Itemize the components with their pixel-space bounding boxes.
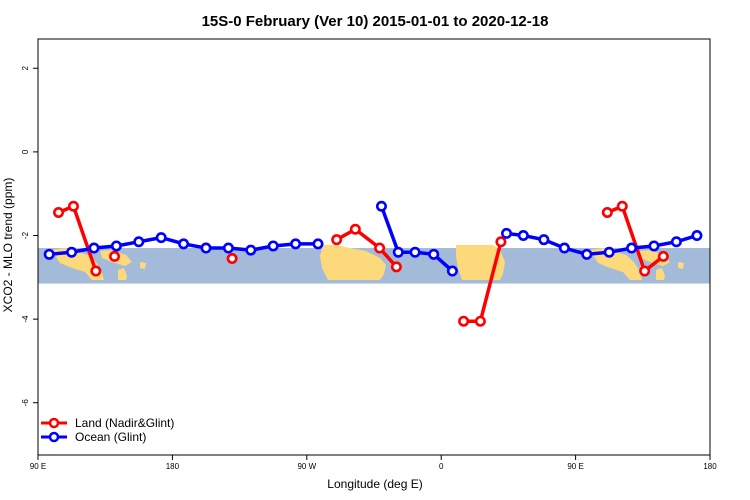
ocean-data-point [43,248,55,260]
ocean-data-point [245,244,257,256]
ocean-data-point [155,232,167,244]
land-series-line [335,227,398,269]
legend-land-marker [48,417,60,429]
ocean-data-point [312,238,324,250]
ocean-data-point [178,238,190,250]
land-australia-right [590,248,642,280]
ocean-data-point [222,242,234,254]
y-tick-label: -2 [21,231,30,239]
ocean-data-point [538,234,550,246]
land-data-point [601,207,613,219]
legend: Land (Nadir&Glint) Ocean (Glint) [41,416,174,444]
land-data-point [53,207,65,219]
ocean-data-point [110,240,122,252]
ocean-data-point [200,242,212,254]
land-data-point [109,250,121,262]
ocean-data-point [691,230,703,242]
ocean-data-point [267,240,279,252]
land-data-point [657,250,669,262]
x-tick-label: 90 W [297,462,316,471]
y-tick-label: -4 [21,315,30,323]
ocean-data-point [409,246,421,258]
ocean-data-point [648,240,660,252]
land-data-point [616,200,628,212]
y-tick-label: -6 [21,399,30,407]
land-data-point [331,234,343,246]
land-data-point [639,265,651,277]
land-data-point [349,223,361,235]
ocean-data-point [446,265,458,277]
series-layer [43,200,703,327]
legend-land-label: Land (Nadir&Glint) [75,416,174,430]
chart-title: 15S-0 February (Ver 10) 2015-01-01 to 20… [202,13,549,30]
plot-frame [37,38,711,456]
ocean-data-point [133,236,145,248]
land-data-point [495,236,507,248]
land-data-point [67,200,79,212]
land-data-point [390,261,402,273]
land-data-point [90,265,102,277]
ocean-data-point [558,242,570,254]
ocean-data-point [626,242,638,254]
land-islands [118,262,146,280]
land-data-point [474,315,486,327]
ocean-data-point [428,248,440,260]
y-tick-label: 0 [21,149,30,154]
x-tick-label: 90 E [567,462,583,471]
land-south-america [320,245,386,280]
x-axis: 90 E 180 90 W 0 90 E 180 [30,455,717,471]
x-tick-label: 0 [439,462,444,471]
ocean-data-point [581,248,593,260]
ocean-data-point [603,246,615,258]
ocean-data-point [670,236,682,248]
x-tick-label: 180 [166,462,180,471]
ocean-data-point [88,242,100,254]
y-tick-label: 2 [21,65,30,70]
ocean-data-point [517,230,529,242]
land-new-guinea-right [638,250,670,266]
y-axis-label: XCO2 - MLO trend (ppm) [1,178,15,313]
ocean-data-point [66,246,78,258]
land-islands-right [656,262,684,280]
ocean-data-point [375,200,387,212]
x-tick-label: 180 [703,462,717,471]
land-data-point [458,315,470,327]
ocean-data-point [392,246,404,258]
legend-ocean-marker [48,431,60,443]
ocean-series-line [506,231,698,257]
land-data-point [374,242,386,254]
y-axis: 2 0 -2 -4 -6 [21,65,38,406]
ocean-data-point [290,238,302,250]
ocean-data-point [501,227,513,239]
land-series-line [606,204,665,273]
land-data-point [226,252,238,264]
x-tick-label: 90 E [30,462,46,471]
legend-ocean-label: Ocean (Glint) [75,430,146,444]
x-axis-label: Longitude (deg E) [327,477,422,491]
